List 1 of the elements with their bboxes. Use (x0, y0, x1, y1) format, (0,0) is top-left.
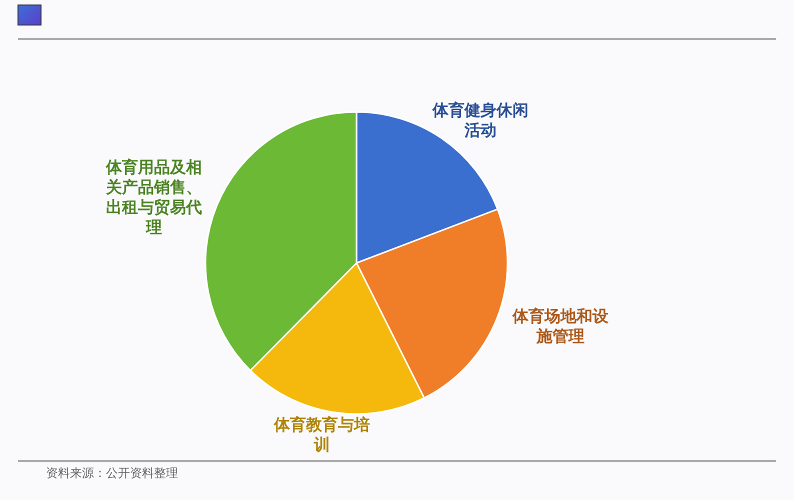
annotation: 资料来源：公开资料整理 (46, 466, 178, 480)
